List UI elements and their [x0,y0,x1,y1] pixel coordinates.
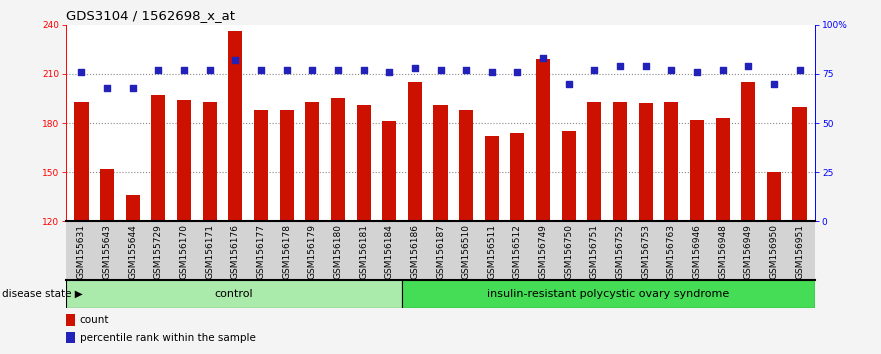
Bar [715,118,729,221]
Point [793,67,807,73]
Point [331,67,345,73]
Bar [402,280,815,308]
Point [459,67,473,73]
Text: GSM156176: GSM156176 [231,224,240,279]
Point [715,67,729,73]
Point [510,69,524,75]
Bar [510,133,524,221]
Point [279,67,293,73]
Text: GSM156171: GSM156171 [205,224,214,279]
Text: GSM156510: GSM156510 [462,224,470,279]
Text: percentile rank within the sample: percentile rank within the sample [79,333,255,343]
Point [126,85,140,91]
Text: GSM156948: GSM156948 [718,224,727,279]
Bar [536,59,550,221]
Point [433,67,448,73]
Bar [66,332,75,343]
Bar [690,120,704,221]
Point [639,63,653,69]
Text: GSM156512: GSM156512 [513,224,522,279]
Text: disease state ▶: disease state ▶ [2,289,83,299]
Text: GSM156186: GSM156186 [411,224,419,279]
Text: GSM156511: GSM156511 [487,224,496,279]
Point [305,67,319,73]
Text: GSM156751: GSM156751 [590,224,599,279]
Bar [254,110,268,221]
Point [100,85,115,91]
Bar [331,98,345,221]
Text: GSM156749: GSM156749 [538,224,548,279]
Bar [126,195,140,221]
Point [74,69,88,75]
Text: GSM156184: GSM156184 [385,224,394,279]
Point [203,67,217,73]
Point [690,69,704,75]
Bar [741,82,755,221]
Text: GSM156951: GSM156951 [795,224,804,279]
Text: control: control [215,289,253,299]
Bar [408,82,422,221]
Text: GSM156763: GSM156763 [667,224,676,279]
Bar [228,32,242,221]
Bar [203,102,217,221]
Point [382,69,396,75]
Point [485,69,499,75]
Text: GSM156179: GSM156179 [307,224,317,279]
Point [152,67,166,73]
Bar [357,105,371,221]
Point [408,65,422,71]
Text: GSM156187: GSM156187 [436,224,445,279]
Text: GSM156949: GSM156949 [744,224,752,279]
Point [357,67,371,73]
Bar [66,280,402,308]
Text: GSM155631: GSM155631 [77,224,86,279]
Bar [766,172,781,221]
Bar [382,121,396,221]
Bar [459,110,473,221]
Bar [639,103,653,221]
Bar [485,136,499,221]
Point [613,63,627,69]
Point [177,67,191,73]
Point [536,55,550,61]
Point [588,67,602,73]
Text: GSM156178: GSM156178 [282,224,291,279]
Bar [562,131,576,221]
Text: GSM156181: GSM156181 [359,224,368,279]
Point [562,81,576,87]
Point [664,67,678,73]
Text: GDS3104 / 1562698_x_at: GDS3104 / 1562698_x_at [66,9,235,22]
Text: GSM156177: GSM156177 [256,224,265,279]
Bar [152,95,166,221]
Bar [74,102,88,221]
Text: GSM156752: GSM156752 [616,224,625,279]
Bar [588,102,602,221]
Bar [613,102,627,221]
Text: GSM156750: GSM156750 [564,224,574,279]
Bar [100,169,115,221]
Point [228,57,242,63]
Point [766,81,781,87]
Text: count: count [79,315,109,325]
Point [254,67,268,73]
Bar [66,314,75,326]
Bar [433,105,448,221]
Text: GSM155644: GSM155644 [129,224,137,279]
Text: GSM156170: GSM156170 [180,224,189,279]
Bar [177,100,191,221]
Bar [279,110,293,221]
Text: GSM155729: GSM155729 [154,224,163,279]
Bar [664,102,678,221]
Point [741,63,755,69]
Text: GSM156753: GSM156753 [641,224,650,279]
Bar [305,102,319,221]
Bar [793,107,807,221]
Text: GSM156950: GSM156950 [769,224,779,279]
Text: GSM155643: GSM155643 [102,224,112,279]
Text: GSM156946: GSM156946 [692,224,701,279]
Text: GSM156180: GSM156180 [333,224,343,279]
Text: insulin-resistant polycystic ovary syndrome: insulin-resistant polycystic ovary syndr… [487,289,729,299]
